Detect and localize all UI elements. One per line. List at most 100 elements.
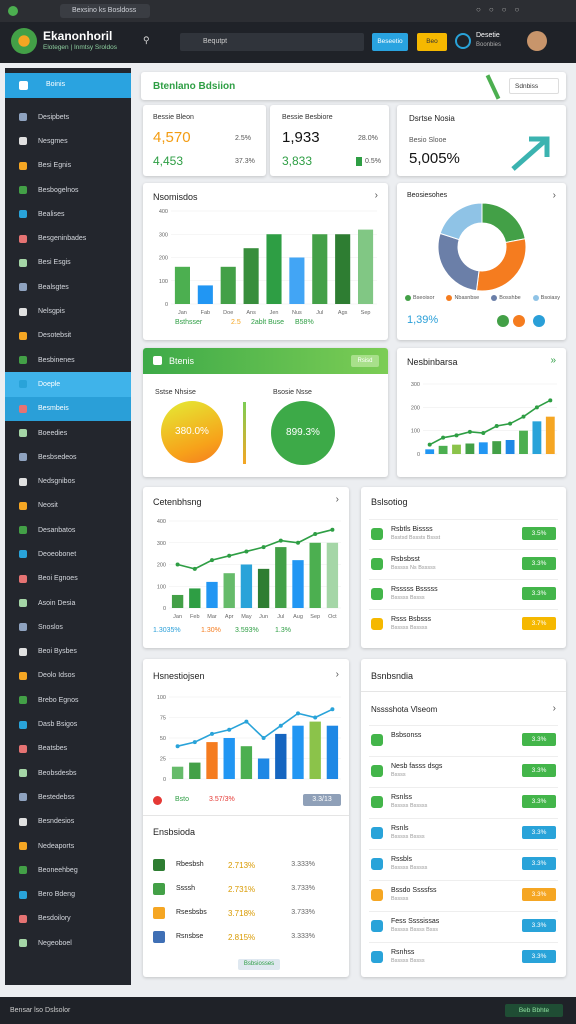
nav-icon — [19, 769, 27, 778]
line-point — [441, 435, 446, 440]
secondary-button[interactable]: Beo — [417, 33, 447, 51]
nav-icon — [19, 283, 27, 292]
chevron[interactable]: › — [335, 494, 339, 505]
nav-icon — [19, 793, 27, 802]
chevron[interactable]: › — [552, 703, 556, 714]
tab[interactable] — [60, 4, 150, 18]
nav-item[interactable]: Snoslos — [5, 615, 131, 639]
nav-item[interactable]: Besi Esgis — [5, 251, 131, 275]
nav-item[interactable]: Doeple — [5, 372, 131, 397]
nav-item[interactable]: Nedeaports — [5, 834, 131, 858]
nav-item[interactable]: Besmbeis — [5, 396, 131, 421]
y-tick-label: 400 — [159, 209, 168, 215]
row-icon — [153, 859, 165, 871]
nav-item[interactable]: Desanbatos — [5, 518, 131, 542]
nav-item[interactable]: Desipbets — [5, 105, 131, 129]
avatar[interactable] — [527, 31, 547, 51]
nav-item[interactable]: Neosit — [5, 494, 131, 518]
nav-item[interactable]: Deolo Idsos — [5, 664, 131, 688]
nav-item[interactable]: Besbogelnos — [5, 178, 131, 202]
nav-item[interactable]: Besi Egnis — [5, 154, 131, 178]
nav-item[interactable]: Beoi Egnoes — [5, 567, 131, 591]
bar — [206, 742, 218, 779]
nav-item[interactable]: Beoi Bysbes — [5, 640, 131, 664]
legend-label: Bsoiasy — [540, 295, 560, 301]
line-point — [330, 707, 335, 712]
search-icon[interactable]: ⚲ — [143, 35, 150, 45]
stat-change: 2.5% — [235, 135, 251, 142]
notify-icon[interactable] — [455, 33, 471, 49]
nav-item[interactable]: Beatsbes — [5, 737, 131, 761]
nav-item[interactable]: Bealises — [5, 202, 131, 226]
row-sub: Bsssss Bssss — [391, 958, 425, 964]
nav-item[interactable]: Boeedies — [5, 421, 131, 445]
search-box[interactable] — [180, 33, 364, 51]
nav-label: Brebo Egnos — [38, 696, 79, 704]
list-row: Bsbsonss 3.3% — [369, 725, 558, 754]
row-name: Rsbsbsst — [391, 556, 420, 563]
row-icon — [371, 528, 383, 540]
nav-item[interactable]: Asoin Desia — [5, 591, 131, 615]
nav-item[interactable]: Beobsdesbs — [5, 761, 131, 785]
chevron[interactable]: › — [335, 669, 339, 680]
stat-icon — [356, 157, 362, 166]
bar — [240, 564, 253, 608]
nav-item[interactable]: Nelsgpis — [5, 299, 131, 323]
bar — [425, 449, 435, 454]
chart-card: Hsnestiojsen › 0 25 50 75 100 Bsto 3.57/3% 3… — [143, 659, 349, 977]
nav-icon — [19, 671, 27, 680]
dot[interactable] — [513, 315, 525, 327]
bar — [478, 442, 488, 454]
nav-item[interactable]: Besbsedeos — [5, 445, 131, 469]
nav-item[interactable]: Bero Bdeng — [5, 883, 131, 907]
nav-item[interactable]: Bealsgtes — [5, 275, 131, 299]
nav-item[interactable]: Besdoilory — [5, 907, 131, 931]
donut-segment — [437, 232, 480, 292]
nav-item[interactable]: Dasb Bsigos — [5, 712, 131, 736]
bar — [519, 430, 528, 454]
x-tick-label: Oct — [328, 614, 337, 620]
filter[interactable]: Sdnbiss — [509, 78, 559, 94]
footer-chip[interactable]: 3.3/13 — [303, 794, 341, 806]
user-name: Desetie — [476, 32, 500, 39]
table-cell: Rsesbsbs — [176, 909, 207, 916]
chevron[interactable]: › — [374, 190, 378, 201]
primary-button[interactable]: Beseetio — [372, 33, 408, 51]
bar — [171, 594, 184, 608]
chevron[interactable]: › — [552, 190, 556, 201]
y-tick-label: 0 — [417, 452, 420, 458]
donut-segment — [481, 202, 526, 244]
nav-item[interactable]: Brebo Egnos — [5, 688, 131, 712]
y-tick-label: 200 — [159, 256, 168, 262]
gauge-value: 899.3% — [286, 427, 320, 438]
nav-item[interactable]: Negeoboel — [5, 931, 131, 955]
nav-item[interactable]: Nesgmes — [5, 129, 131, 153]
nav-item[interactable]: Besbinenes — [5, 348, 131, 372]
nav-item[interactable]: Nedsgnibos — [5, 469, 131, 493]
nav-item[interactable]: Besndesios — [5, 810, 131, 834]
nav-icon — [19, 623, 27, 632]
status-chip[interactable]: Beb Bbhte — [505, 1004, 563, 1017]
y-tick-label: 200 — [157, 563, 166, 569]
browser-controls[interactable]: ○○○○ — [476, 5, 528, 14]
nav-item[interactable]: Deoeobonet — [5, 542, 131, 566]
nav-item[interactable]: Beoneehbeg — [5, 858, 131, 882]
search-placeholder: Bequtpt — [203, 38, 228, 45]
chevron[interactable]: » — [550, 355, 556, 366]
nav-item[interactable]: Besgeninbades — [5, 226, 131, 250]
nav-item[interactable]: Bestedebss — [5, 785, 131, 809]
table-footer[interactable]: Bsbsiosses — [238, 959, 280, 970]
bar — [532, 421, 542, 454]
dot[interactable] — [497, 315, 509, 327]
nav-icon — [19, 550, 27, 559]
stat-value: 4,570 — [153, 129, 191, 146]
nav-label: Nesgmes — [38, 137, 68, 145]
table-cell: Ssssh — [176, 885, 196, 892]
x-tick-label: Jul — [316, 310, 323, 316]
gauge-value: 380.0% — [175, 426, 209, 437]
nav-item[interactable]: Desotebsit — [5, 324, 131, 348]
dot[interactable] — [533, 315, 545, 327]
line-point — [521, 414, 526, 419]
gauge-label: Bsosie Nsse — [273, 389, 312, 396]
legend-item: Bosshbe — [491, 295, 521, 301]
